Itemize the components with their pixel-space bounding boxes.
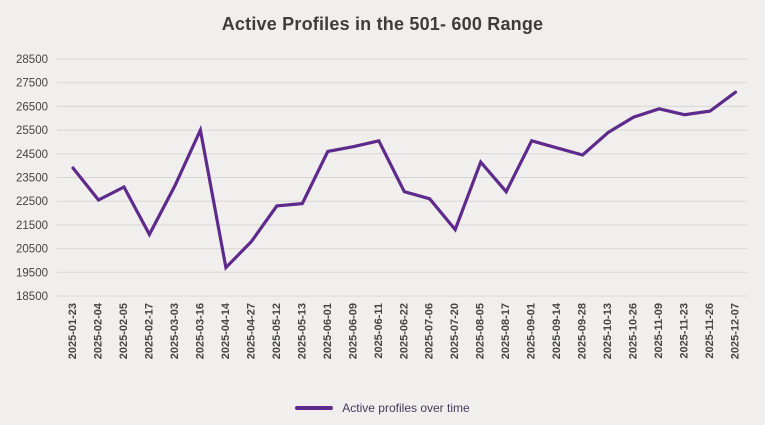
y-tick-label: 22500 [16, 196, 48, 208]
x-tick-label: 2025-10-13 [602, 303, 614, 359]
x-tick-label: 2025-11-23 [679, 303, 691, 359]
y-tick-label: 20500 [16, 244, 48, 256]
y-tick-label: 19500 [16, 267, 48, 279]
legend-label: Active profiles over time [342, 401, 470, 415]
legend: Active profiles over time [0, 401, 765, 415]
y-tick-label: 18500 [16, 291, 48, 303]
x-tick-label: 2025-06-11 [373, 303, 385, 359]
x-tick-label: 2025-02-05 [118, 303, 130, 359]
x-tick-label: 2025-12-07 [730, 303, 742, 359]
x-tick-label: 2025-08-05 [475, 303, 487, 359]
x-tick-label: 2025-02-17 [143, 303, 155, 359]
y-tick-label: 27500 [16, 78, 48, 90]
y-tick-label: 21500 [16, 220, 48, 232]
series-line-active-profiles [71, 90, 738, 271]
y-tick-label: 24500 [16, 149, 48, 161]
y-tick-label: 23500 [16, 173, 48, 185]
x-tick-label: 2025-02-04 [92, 302, 104, 359]
chart-title: Active Profiles in the 501- 600 Range [221, 14, 544, 34]
x-tick-label: 2025-07-20 [449, 303, 461, 359]
x-tick-label: 2025-04-27 [245, 303, 257, 359]
y-tick-label: 25500 [16, 125, 48, 137]
legend-line-swatch-icon [295, 406, 334, 410]
x-tick-label: 2025-05-13 [296, 303, 308, 359]
x-tick-label: 2025-03-16 [194, 303, 206, 359]
x-tick-label: 2025-11-26 [704, 303, 716, 359]
x-tick-label: 2025-04-14 [220, 302, 232, 359]
x-tick-label: 2025-09-28 [577, 303, 589, 359]
x-tick-label: 2025-06-01 [322, 303, 334, 359]
x-tick-label: 2025-01-23 [67, 303, 79, 359]
x-tick-label: 2025-05-12 [271, 303, 283, 359]
x-tick-label: 2025-03-03 [169, 303, 181, 359]
x-tick-label: 2025-11-09 [653, 303, 665, 359]
x-tick-label: 2025-08-17 [500, 303, 512, 359]
x-tick-label: 2025-07-06 [424, 303, 436, 359]
y-tick-label: 28500 [16, 54, 48, 66]
x-tick-label: 2025-06-09 [347, 303, 359, 359]
x-tick-label: 2025-09-01 [526, 303, 538, 359]
y-tick-label: 26500 [16, 101, 48, 113]
x-tick-label: 2025-09-14 [551, 302, 563, 359]
x-tick-label: 2025-06-22 [398, 303, 410, 359]
x-tick-label: 2025-10-26 [628, 303, 640, 359]
